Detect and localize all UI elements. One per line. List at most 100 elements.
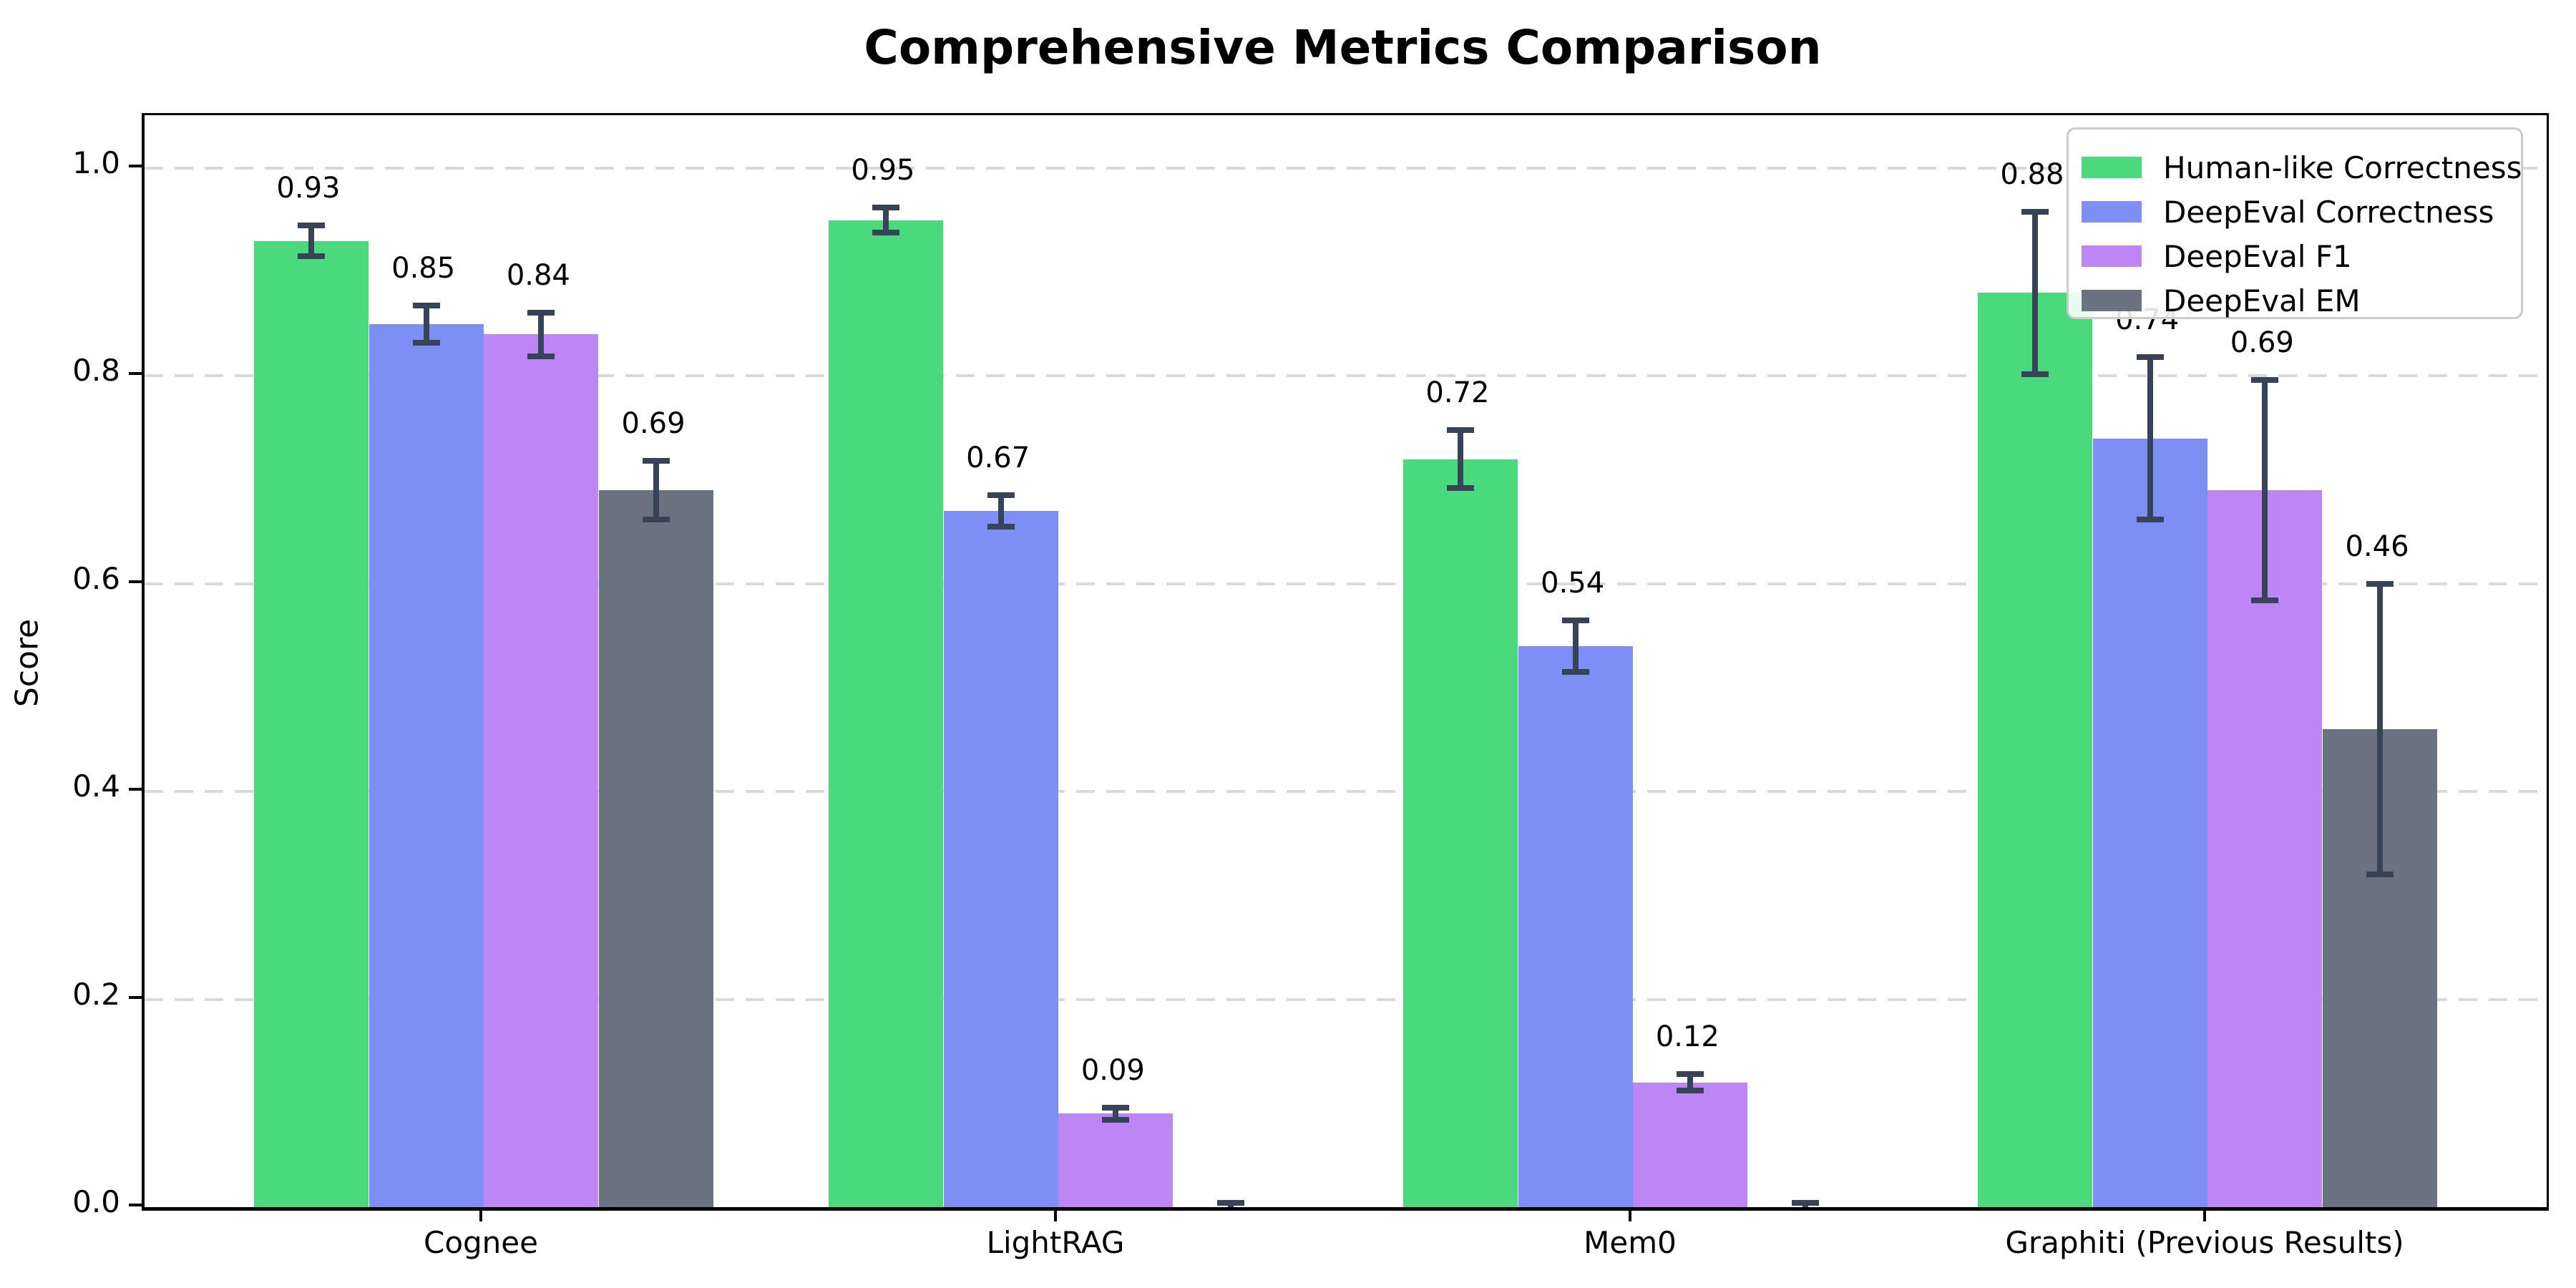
bar-deepeval-f1-1 [1058,1113,1174,1207]
chart-title: Comprehensive Metrics Comparison [864,20,1822,75]
y-tick-label: 0.6 [72,560,120,596]
bar-deepeval-f1-2 [1633,1082,1748,1207]
error-bar-cap-bottom [297,253,325,260]
error-bar-cap-top [1446,426,1474,433]
legend-label: DeepEval EM [2163,283,2361,318]
legend-label: DeepEval F1 [2163,238,2352,274]
x-tick-mark [2202,1209,2206,1221]
bar-deepeval-correctness-0 [369,323,484,1207]
value-label: 0.12 [1655,1020,1719,1054]
error-bar-cap-top [2251,377,2279,384]
x-tick-mark [1628,1209,1631,1221]
error-bar-cap-bottom [1792,1209,1819,1211]
error-bar-cap-top [527,309,555,316]
x-tick-label: Graphiti (Previous Results) [2005,1225,2404,1260]
error-bar-cap-top [2021,208,2049,215]
error-bar [2377,583,2384,875]
legend-swatch [2082,201,2142,223]
y-tick-mark [129,1204,142,1206]
error-bar [423,305,429,343]
bar-deepeval-f1-3 [2207,490,2323,1207]
y-axis-label: Score [9,618,46,708]
error-bar-cap-top [1677,1071,1704,1078]
y-tick-mark [129,165,142,167]
error-bar-cap-top [1792,1200,1820,1206]
value-label: 0.84 [506,258,570,292]
legend-item-2: DeepEval Correctness [2069,190,2521,234]
gridline-0.8 [145,374,2547,378]
error-bar-cap-bottom [1102,1117,1130,1123]
value-label: 0.09 [1080,1053,1145,1087]
y-tick-mark [129,995,142,999]
value-label: 0.93 [276,171,341,205]
bar-deepeval-correctness-3 [2092,438,2207,1207]
value-label: 0.46 [2345,530,2409,563]
error-bar-cap-bottom [1446,485,1474,492]
x-tick-label: LightRAG [986,1225,1125,1260]
error-bar [2031,212,2038,374]
error-bar-cap-bottom [2366,872,2394,878]
error-bar-cap-bottom [2021,371,2049,377]
value-label: 0.85 [391,251,456,285]
error-bar-cap-bottom [872,230,899,236]
value-label: 0.72 [1425,376,1490,409]
error-bar-cap-top [1217,1200,1245,1206]
value-label: 0.54 [1541,566,1605,600]
gridline-0.2 [145,997,2547,1001]
error-bar-cap-bottom [987,523,1015,530]
y-tick-mark [129,580,142,583]
error-bar-cap-top [643,458,670,464]
legend-item-1: Human-like Correctness [2069,145,2522,190]
error-bar [2147,357,2153,519]
error-bar-cap-bottom [2136,516,2164,522]
error-bar-cap-top [2136,354,2164,361]
bar-human-like-correctness-2 [1402,459,1518,1207]
legend-swatch [2082,245,2142,267]
error-bar [2262,380,2268,601]
y-tick-label: 0.0 [72,1184,120,1219]
error-bar [653,461,660,519]
gridline-0.4 [145,790,2547,794]
error-bar [1687,1074,1694,1091]
error-bar-cap-top [987,492,1015,499]
value-label: 0.67 [966,441,1030,475]
bar-deepeval-em-0 [599,490,714,1207]
y-tick-mark [129,372,142,376]
bar-human-like-correctness-3 [1977,293,2092,1207]
x-tick-mark [1054,1209,1057,1221]
error-bar-cap-bottom [1561,669,1589,675]
value-label: 0.95 [851,154,915,187]
error-bar [1457,429,1463,489]
bar-deepeval-f1-0 [484,334,599,1207]
x-tick-mark [479,1209,482,1221]
error-bar [1113,1107,1119,1121]
error-bar-cap-bottom [412,339,440,346]
y-tick-label: 0.4 [72,769,120,804]
error-bar [308,225,314,257]
legend-label: Human-like Correctness [2163,150,2522,185]
error-bar-cap-top [297,222,325,228]
error-bar-cap-bottom [643,516,670,522]
y-tick-label: 1.0 [72,145,120,180]
error-bar-cap-top [872,205,899,211]
gridline-0.6 [145,582,2547,585]
legend-swatch [2082,290,2142,311]
x-tick-label: Cognee [424,1225,538,1260]
legend-swatch [2082,157,2142,178]
legend-label: DeepEval Correctness [2163,194,2494,230]
bar-human-like-correctness-0 [253,240,369,1207]
value-label: 0.88 [2000,157,2064,191]
bar-deepeval-correctness-1 [943,511,1058,1207]
error-bar-cap-top [412,302,440,308]
error-bar-cap-top [1561,617,1589,623]
legend-item-3: DeepEval F1 [2069,234,2521,278]
value-label: 0.69 [2230,326,2294,360]
y-tick-label: 0.2 [72,976,120,1012]
legend-item-4: DeepEval EM [2069,278,2521,323]
error-bar [538,312,545,356]
y-tick-mark [129,788,142,791]
value-label: 0.69 [621,407,686,441]
gridline-1.0 [145,167,2547,170]
error-bar-cap-top [1102,1104,1130,1111]
error-bar-cap-bottom [2251,597,2279,604]
